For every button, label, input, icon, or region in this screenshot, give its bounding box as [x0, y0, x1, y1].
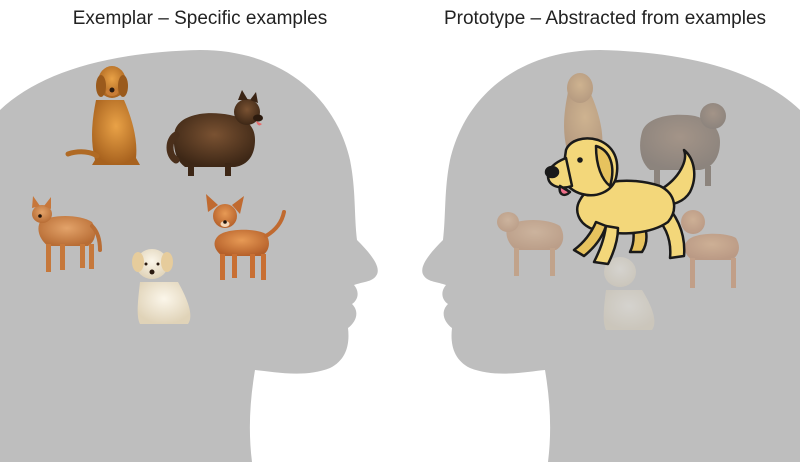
- heeler-dog-icon: [32, 196, 102, 272]
- faded-chihuahua-icon: [681, 210, 739, 288]
- chihuahua-dog-icon: [206, 194, 286, 280]
- faded-shepherd-icon: [640, 103, 726, 186]
- exemplar-title: Exemplar – Specific examples: [72, 8, 328, 29]
- faded-heeler-icon: [497, 212, 564, 276]
- left-head-silhouette: [0, 50, 378, 462]
- faded-puppy-icon: [603, 257, 655, 330]
- puppy-dog-icon: [132, 249, 191, 324]
- prototype-title: Prototype – Abstracted from examples: [443, 8, 767, 29]
- golden-retriever-dog-icon: [65, 66, 140, 165]
- shepherd-dog-icon: [166, 90, 263, 176]
- prototype-cartoon-dog-icon: [544, 137, 696, 266]
